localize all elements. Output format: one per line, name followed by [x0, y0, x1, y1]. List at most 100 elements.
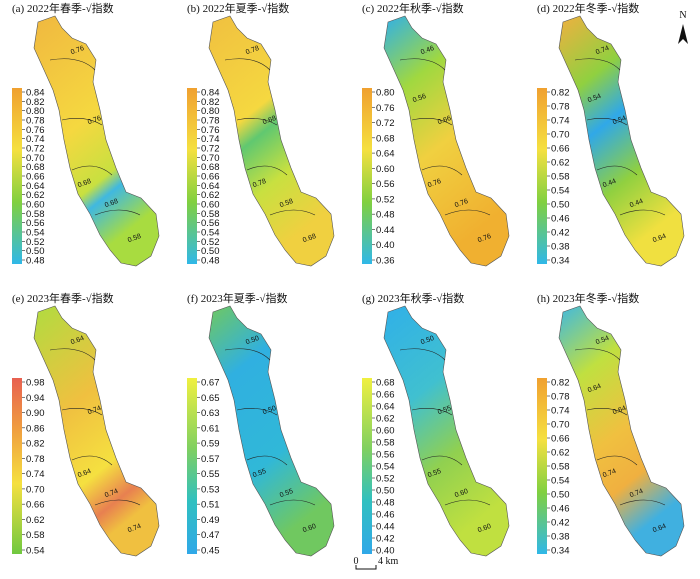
contour-line	[49, 58, 96, 71]
contour-label: 0.74	[127, 523, 142, 534]
contour-label: 0.76	[454, 198, 469, 209]
north-label: N	[679, 10, 686, 21]
contour-line	[574, 58, 621, 71]
colorbar	[537, 88, 547, 264]
colorbar-label: 0.74	[551, 406, 570, 417]
colorbar-label: 0.84	[26, 88, 45, 99]
colorbar-label: 0.56	[26, 218, 45, 229]
colorbar-label: 0.48	[376, 210, 395, 221]
contour-label: 0.64	[77, 468, 92, 479]
colorbar-label: 0.66	[26, 500, 45, 511]
contour-line	[246, 165, 288, 176]
colorbar-label: 0.66	[551, 144, 570, 155]
colorbar-label: 0.66	[551, 434, 570, 445]
contour-line	[61, 408, 103, 416]
colorbar-label: 0.94	[26, 393, 45, 404]
colorbar-label: 0.78	[26, 116, 45, 127]
contour-label: 0.68	[262, 115, 277, 126]
panel: (c) 2022年秋季-√指数 0.46 0.66 0.76 0.76 0.76 0.56 0…	[362, 1, 510, 267]
colorbar-label: 0.48	[201, 256, 220, 267]
colorbar-label: 0.52	[376, 474, 395, 485]
contour-line	[49, 348, 96, 361]
contour-line	[269, 499, 316, 506]
colorbar	[362, 378, 372, 554]
colorbar-label: 0.48	[376, 498, 395, 509]
contour-label: 0.55	[252, 468, 267, 479]
contour-label: 0.54	[595, 335, 610, 346]
colorbar-label: 0.58	[551, 172, 570, 183]
contour-line	[246, 455, 288, 466]
contour-label: 0.76	[427, 178, 442, 189]
colorbar-label: 0.72	[26, 144, 45, 155]
contour-label: 0.54	[612, 115, 627, 126]
colorbar-label: 0.80	[376, 88, 395, 99]
colorbar-label: 0.82	[26, 97, 45, 108]
colorbar-label: 0.60	[26, 200, 45, 211]
colorbar-label: 0.44	[376, 522, 395, 533]
contour-label: 0.68	[104, 198, 119, 209]
colorbar-label: 0.62	[551, 448, 570, 459]
colorbar-label: 0.61	[201, 423, 220, 434]
panel-title: (a) 2022年春季-√指数	[12, 1, 114, 15]
colorbar-label: 0.70	[26, 484, 45, 495]
contour-line	[586, 118, 628, 126]
colorbar-label: 0.47	[201, 530, 220, 541]
colorbar-label: 0.44	[376, 225, 395, 236]
colorbar-label: 0.55	[201, 469, 220, 480]
panel: (g) 2023年秋季-√指数0.500.550.550.600.600.680…	[362, 291, 510, 557]
colorbar-label: 0.70	[551, 420, 570, 431]
colorbar-label: 0.78	[551, 102, 570, 113]
colorbar-label: 0.52	[26, 237, 45, 248]
colorbar-label: 0.59	[201, 439, 220, 450]
contour-line	[421, 455, 463, 466]
colorbar-label: 0.34	[551, 546, 570, 557]
colorbar-label: 0.74	[26, 134, 45, 145]
colorbar	[12, 378, 22, 554]
colorbar-label: 0.62	[201, 190, 220, 201]
colorbar-label: 0.70	[551, 130, 570, 141]
contour-label: 0.76	[87, 115, 102, 126]
colorbar-label: 0.68	[376, 378, 395, 389]
contour-label: 0.56	[412, 93, 427, 104]
colorbar-label: 0.72	[376, 118, 395, 129]
colorbar-label: 0.52	[376, 194, 395, 205]
contour-label: 0.60	[477, 523, 492, 534]
contour-label: 0.68	[77, 178, 92, 189]
contour-label: 0.55	[437, 405, 452, 416]
colorbar-label: 0.54	[201, 228, 220, 239]
contour-line	[619, 499, 666, 506]
contour-label: 0.76	[477, 233, 492, 244]
contour-line	[444, 209, 491, 216]
contour-line	[71, 165, 113, 176]
panel: (d) 2022年冬季-√指数 0.74 0.54 0.44 0.44 0.64 0.54 0…	[537, 1, 685, 267]
panel: (e) 2023年春季-√指数 0.64 0.74 0.64 0.74 0.74 0.98 0…	[12, 291, 160, 557]
contour-label: 0.74	[602, 468, 617, 479]
panel-title: (h) 2023年冬季-√指数	[537, 291, 639, 305]
colorbar-label: 0.56	[201, 218, 220, 229]
map-region	[33, 15, 160, 267]
contour-label: 0.44	[602, 178, 617, 189]
colorbar-label: 0.60	[201, 200, 220, 211]
contour-label: 0.78	[245, 45, 260, 56]
contour-line	[236, 408, 278, 416]
contour-line	[596, 165, 638, 176]
colorbar-label: 0.64	[26, 181, 45, 192]
panel: (a) 2022年春季-√指数0.760.760.680.680.580.840…	[12, 1, 160, 267]
colorbar-label: 0.38	[551, 532, 570, 543]
colorbar-label: 0.68	[201, 162, 220, 173]
colorbar-label: 0.51	[201, 500, 220, 511]
colorbar-label: 0.74	[201, 134, 220, 145]
contour-label: 0.74	[629, 488, 644, 499]
contour-line	[444, 499, 491, 506]
colorbar-label: 0.56	[376, 179, 395, 190]
colorbar-label: 0.48	[26, 256, 45, 267]
colorbar-label: 0.82	[26, 439, 45, 450]
contour-line	[399, 58, 446, 71]
colorbar-label: 0.76	[376, 103, 395, 114]
scale-bar: 0 4 km	[354, 556, 399, 570]
colorbar-label: 0.74	[551, 116, 570, 127]
colorbar-label: 0.76	[201, 125, 220, 136]
colorbar-label: 0.78	[26, 454, 45, 465]
colorbar-label: 0.54	[551, 476, 570, 487]
contour-label: 0.58	[279, 198, 294, 209]
